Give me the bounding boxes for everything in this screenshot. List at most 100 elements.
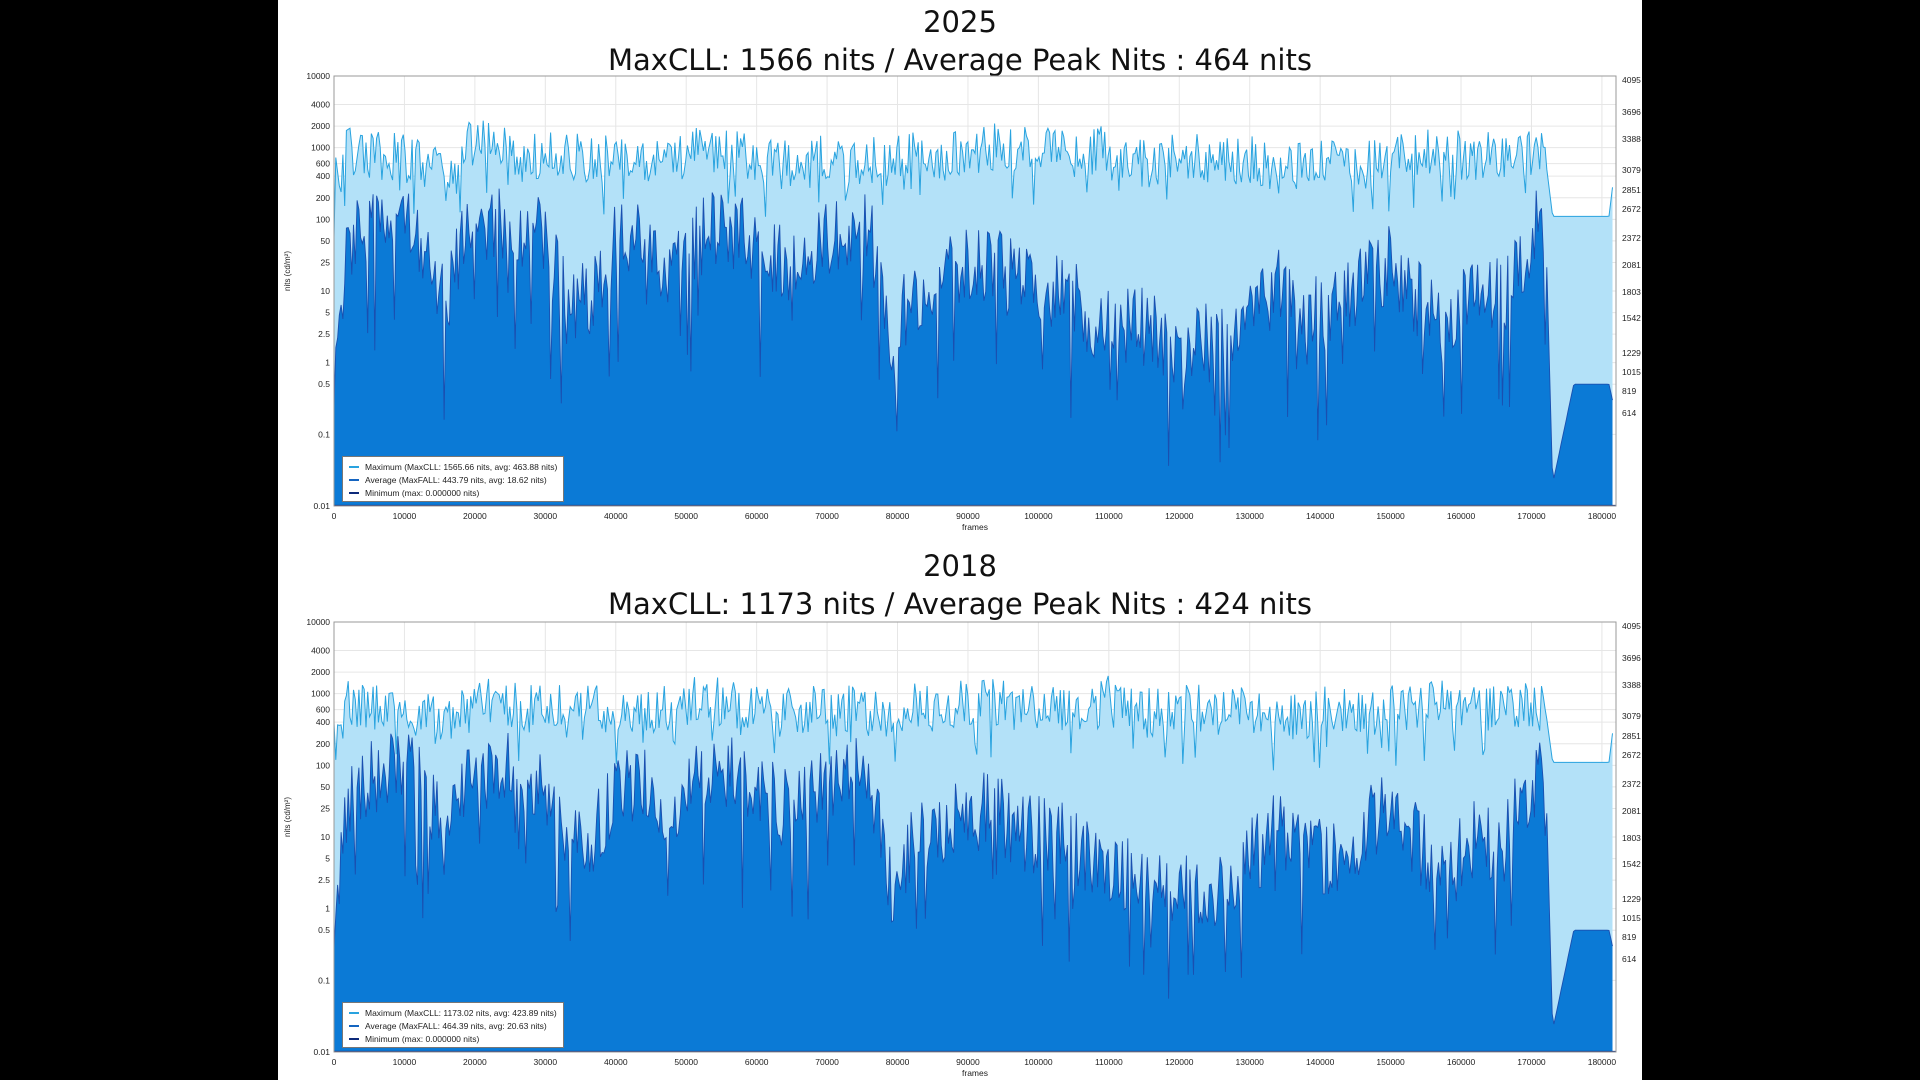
y-tick-label: 5 (325, 308, 330, 318)
right-axis-tick-label: 3079 (1622, 711, 1641, 721)
right-axis-tick-label: 1229 (1622, 348, 1641, 358)
y-tick-label: 1 (325, 358, 330, 368)
x-tick-label: 50000 (674, 511, 698, 521)
x-tick-label: 70000 (815, 1057, 839, 1067)
y-tick-label: 2.5 (318, 875, 330, 885)
x-axis-label: frames (962, 1068, 988, 1078)
right-axis-tick-label: 2372 (1622, 779, 1641, 789)
y-tick-label: 50 (321, 236, 331, 246)
right-axis-tick-label: 819 (1622, 386, 1636, 396)
y-tick-label: 100 (316, 214, 330, 224)
x-tick-label: 70000 (815, 511, 839, 521)
legend-item-minimum: Minimum (max: 0.000000 nits) (349, 486, 557, 499)
average-series-line (333, 188, 1613, 479)
legend-swatch-maximum (349, 465, 359, 468)
right-axis-tick-label: 4095 (1622, 75, 1641, 85)
x-tick-label: 160000 (1447, 1057, 1476, 1067)
y-tick-label: 0.1 (318, 429, 330, 439)
right-axis-tick-label: 4095 (1622, 621, 1641, 631)
x-tick-label: 20000 (463, 511, 487, 521)
y-tick-label: 4000 (311, 100, 330, 110)
legend-item-average: Average (MaxFALL: 443.79 nits, avg: 18.6… (349, 473, 557, 486)
legend-item-maximum: Maximum (MaxCLL: 1565.66 nits, avg: 463.… (349, 460, 557, 473)
right-axis-tick-label: 2672 (1622, 750, 1641, 760)
legend-label-average: Average (MaxFALL: 464.39 nits, avg: 20.6… (365, 1020, 547, 1031)
x-tick-label: 10000 (393, 511, 417, 521)
y-tick-label: 10000 (306, 617, 330, 627)
y-tick-label: 2000 (311, 121, 330, 131)
x-tick-label: 0 (332, 511, 337, 521)
x-tick-label: 110000 (1095, 1057, 1123, 1067)
legend-swatch-maximum (349, 1011, 359, 1014)
x-tick-label: 170000 (1517, 1057, 1546, 1067)
y-tick-label: 10000 (306, 71, 330, 81)
legend-item-maximum: Maximum (MaxCLL: 1173.02 nits, avg: 423.… (349, 1006, 557, 1019)
x-tick-label: 50000 (674, 1057, 698, 1067)
x-tick-label: 20000 (463, 1057, 487, 1067)
x-tick-label: 160000 (1447, 511, 1476, 521)
figure-canvas: 2025 MaxCLL: 1566 nits / Average Peak Ni… (278, 0, 1642, 1080)
y-tick-label: 25 (321, 257, 331, 267)
y-tick-label: 10 (321, 286, 331, 296)
x-tick-label: 130000 (1236, 511, 1265, 521)
right-axis-tick-label: 1015 (1622, 367, 1641, 377)
x-tick-label: 30000 (533, 511, 557, 521)
x-tick-label: 40000 (604, 1057, 628, 1067)
y-tick-label: 400 (316, 717, 330, 727)
y-tick-label: 50 (321, 782, 331, 792)
y-tick-label: 1000 (311, 143, 330, 153)
x-tick-label: 40000 (604, 511, 628, 521)
x-tick-label: 110000 (1095, 511, 1123, 521)
y-tick-label: 25 (321, 803, 331, 813)
panel-2-subtitle: MaxCLL: 1173 nits / Average Peak Nits : … (608, 587, 1312, 621)
x-tick-label: 10000 (393, 1057, 417, 1067)
panel-2-title: 2018 (923, 549, 997, 583)
x-tick-label: 60000 (745, 511, 769, 521)
y-tick-label: 1 (325, 904, 330, 914)
right-axis-tick-label: 2851 (1622, 731, 1641, 741)
right-axis-tick-label: 3079 (1622, 165, 1641, 175)
y-tick-label: 600 (316, 705, 330, 715)
plot-frame (333, 621, 1617, 1053)
x-tick-label: 120000 (1165, 511, 1194, 521)
right-axis-tick-label: 614 (1622, 408, 1636, 418)
y-tick-label: 2.5 (318, 329, 330, 339)
x-tick-label: 0 (332, 1057, 337, 1067)
right-axis-tick-label: 1015 (1622, 913, 1641, 923)
y-tick-label: 600 (316, 159, 330, 169)
legend-label-minimum: Minimum (max: 0.000000 nits) (365, 487, 480, 498)
right-axis-tick-label: 3696 (1622, 107, 1641, 117)
right-axis-tick-label: 2851 (1622, 185, 1641, 195)
chart-2025: 1000040002000100060040020010050251052.51… (283, 71, 1641, 532)
right-axis-tick-label: 2081 (1622, 260, 1641, 270)
legend-label-maximum: Maximum (MaxCLL: 1565.66 nits, avg: 463.… (365, 461, 558, 472)
right-axis-tick-label: 1542 (1622, 313, 1641, 323)
y-tick-label: 0.01 (313, 1047, 330, 1057)
chart-2018-legend: Maximum (MaxCLL: 1173.02 nits, avg: 423.… (342, 1002, 564, 1048)
right-axis-tick-label: 1542 (1622, 859, 1641, 869)
y-tick-label: 400 (316, 171, 330, 181)
y-tick-label: 200 (316, 193, 330, 203)
chart-2025-legend: Maximum (MaxCLL: 1565.66 nits, avg: 463.… (342, 456, 565, 502)
average-series-line (333, 732, 1613, 1025)
y-tick-label: 100 (316, 760, 330, 770)
right-axis-tick-label: 2672 (1622, 204, 1641, 214)
x-tick-label: 60000 (745, 1057, 769, 1067)
x-tick-label: 100000 (1024, 1057, 1053, 1067)
x-tick-label: 30000 (533, 1057, 557, 1067)
y-tick-label: 2000 (311, 667, 330, 677)
x-tick-label: 170000 (1517, 511, 1546, 521)
average-series-area (334, 733, 1613, 1052)
legend-label-minimum: Minimum (max: 0.000000 nits) (365, 1033, 480, 1044)
y-tick-label: 4000 (311, 646, 330, 656)
y-tick-label: 0.01 (313, 501, 330, 511)
y-axis-label: nits (cd/m²) (283, 251, 292, 291)
x-tick-label: 90000 (956, 511, 980, 521)
maximum-series-line (333, 675, 1613, 771)
x-tick-label: 130000 (1236, 1057, 1265, 1067)
right-axis-tick-label: 3388 (1622, 680, 1641, 690)
panel-1-subtitle: MaxCLL: 1566 nits / Average Peak Nits : … (608, 43, 1312, 77)
right-axis-tick-label: 614 (1622, 954, 1636, 964)
x-tick-label: 180000 (1588, 511, 1617, 521)
x-tick-label: 90000 (956, 1057, 980, 1067)
